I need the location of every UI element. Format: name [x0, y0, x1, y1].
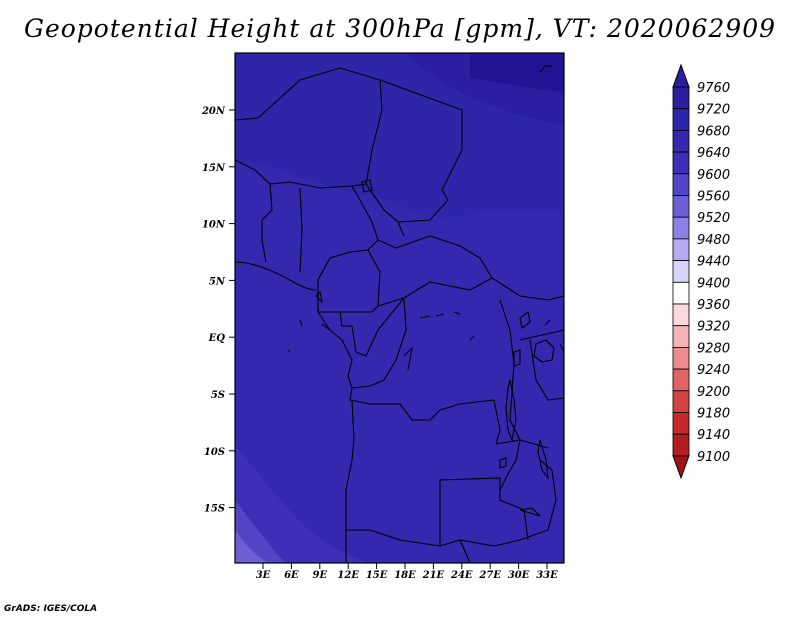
- lon-label: 3E: [256, 570, 271, 581]
- colorbar-swatch: [672, 173, 690, 196]
- lon-label: 27E: [478, 570, 501, 581]
- lon-label: 24E: [450, 570, 473, 581]
- lon-label: 12E: [337, 570, 359, 581]
- colorbar-swatch: [672, 216, 690, 240]
- colorbar-label: 9560: [697, 190, 730, 205]
- colorbar-label: 9200: [697, 385, 730, 400]
- latitude-axis: 20N 15N 10N 5N EQ 5S 10S 15S: [201, 106, 235, 515]
- lake-kivu: [513, 349, 521, 367]
- lat-label: 5N: [209, 276, 226, 287]
- colorbar-swatch: [672, 108, 690, 131]
- colorbar-bottom-arrow: [672, 455, 690, 480]
- lat-label: 10S: [204, 447, 225, 458]
- lat-label: 20N: [201, 106, 226, 117]
- band-9760-peak: [470, 53, 564, 92]
- colorbar-label: 9520: [697, 211, 730, 226]
- band-9560-9600-b: [235, 530, 268, 563]
- colorbar-label: 9100: [697, 450, 730, 465]
- colorbar-label: 9480: [697, 233, 730, 248]
- colorbar-label: 9600: [697, 168, 730, 183]
- colorbar-swatch: [672, 129, 690, 153]
- lake-tanganyika: [505, 379, 517, 442]
- lake-kariba: [519, 507, 541, 517]
- colorbar-label: 9640: [697, 146, 730, 161]
- map-title: Geopotential Height at 300hPa [gpm], VT:…: [23, 14, 777, 43]
- lon-label: 15E: [366, 570, 388, 581]
- colorbar-label: 9140: [697, 428, 730, 443]
- colorbar-label: 9180: [697, 407, 730, 422]
- colorbar-swatch: [672, 368, 690, 392]
- lake-albert: [519, 311, 531, 329]
- lon-label: 21E: [422, 570, 445, 581]
- lakes: [315, 179, 555, 517]
- colorbar-top-arrow: [672, 63, 690, 88]
- lat-label: 15N: [202, 163, 226, 174]
- colorbar: 9760 9720 9680 9640 9600 9560 9520 9480 9440 9400…: [672, 63, 730, 480]
- grads-credit: GrADS: IGES/COLA: [4, 604, 98, 614]
- colorbar-swatch: [672, 346, 690, 370]
- colorbar-label: 9320: [697, 320, 730, 335]
- map-frame: [234, 52, 565, 564]
- lon-label: 30E: [508, 570, 530, 581]
- lake-chad: [361, 179, 373, 193]
- lat-label: 15S: [204, 504, 225, 515]
- rivers: [287, 65, 564, 371]
- lon-label: 9E: [313, 570, 328, 581]
- colorbar-label: 9400: [697, 276, 730, 291]
- lake-malawi: [537, 439, 549, 480]
- lat-label: EQ: [208, 333, 226, 344]
- lat-label: 10N: [202, 220, 226, 231]
- lon-label: 33E: [536, 570, 558, 581]
- colorbar-label: 9280: [697, 341, 730, 356]
- lake-mweru: [499, 457, 507, 469]
- colorbar-label: 9360: [697, 298, 730, 313]
- colorbar-swatch: [672, 433, 690, 457]
- country-borders: [235, 67, 564, 563]
- colorbar-label: 9440: [697, 255, 730, 270]
- colorbar-swatch: [672, 325, 690, 348]
- lat-label: 5S: [211, 390, 225, 401]
- longitude-axis: 3E 6E 9E 12E 15E 18E 21E 24E 27E 30E 33E: [256, 563, 558, 581]
- colorbar-swatch: [672, 86, 690, 110]
- colorbar-label: 9760: [697, 81, 730, 96]
- colorbar-label: 9240: [697, 363, 730, 378]
- colorbar-swatch: [672, 412, 690, 435]
- height-field: [235, 53, 564, 563]
- colorbar-swatch: [672, 260, 690, 283]
- colorbar-swatch: [672, 151, 690, 175]
- lon-label: 6E: [284, 570, 299, 581]
- colorbar-swatch: [672, 281, 690, 305]
- colorbar-label: 9720: [697, 103, 730, 118]
- colorbar-swatch: [672, 390, 690, 413]
- colorbar-label: 9680: [697, 124, 730, 139]
- band-9600-9640: [235, 445, 370, 563]
- lake-victoria: [533, 339, 555, 363]
- colorbar-swatch: [672, 303, 690, 327]
- colorbar-swatch: [672, 238, 690, 261]
- lon-label: 18E: [394, 570, 416, 581]
- lake-volta: [315, 290, 323, 304]
- colorbar-swatch: [672, 195, 690, 218]
